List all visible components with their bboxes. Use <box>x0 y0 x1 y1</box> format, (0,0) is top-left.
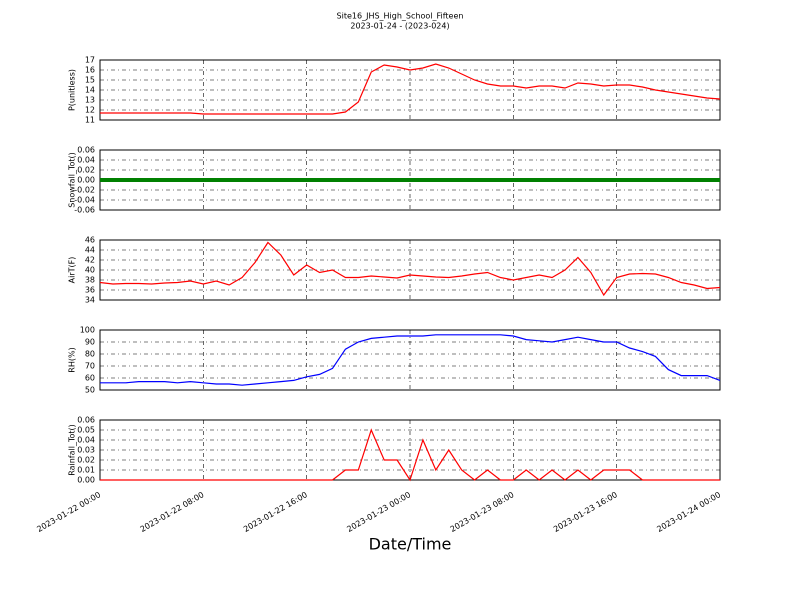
y-tick-label: 38 <box>85 276 95 285</box>
plot-frame <box>99 59 721 121</box>
y-tick-label: 15 <box>85 76 95 85</box>
data-line <box>99 241 721 297</box>
y-axis-label: AirT(F) <box>68 257 77 284</box>
data-line <box>100 63 721 115</box>
data-line <box>100 428 720 482</box>
x-tick-label: 2023-01-22 00:00 <box>35 490 102 534</box>
y-tick-label: 44 <box>85 246 95 255</box>
y-tick-label: 0.00 <box>77 476 95 485</box>
y-tick-label: 12 <box>85 106 95 115</box>
y-tick-label: -0.02 <box>74 186 95 195</box>
chart-title: Site16_JHS_High_School_Fifteen <box>337 12 464 21</box>
x-tick-label: 2023-01-23 00:00 <box>345 490 412 534</box>
x-axis-label: Date/Time <box>369 535 452 554</box>
x-tick-label: 2023-01-23 08:00 <box>449 490 516 534</box>
y-axis-label: Rainfall_Tot() <box>68 424 77 476</box>
y-tick-label: 13 <box>85 96 95 105</box>
y-tick-label: 0.06 <box>77 146 95 155</box>
y-tick-label: 46 <box>85 236 95 245</box>
y-axis-label: RH(%) <box>68 347 77 372</box>
y-tick-label: 90 <box>85 338 95 347</box>
y-tick-label: 17 <box>85 56 95 65</box>
y-tick-label: 40 <box>85 266 95 275</box>
y-tick-label: -0.04 <box>74 196 95 205</box>
y-axis-label: Snowfall_Tot() <box>68 152 77 208</box>
y-tick-label: 42 <box>85 256 95 265</box>
plot-frame <box>99 329 721 391</box>
y-tick-label: 11 <box>85 116 95 125</box>
data-line <box>100 334 721 386</box>
x-tick-label: 2023-01-22 08:00 <box>139 490 206 534</box>
y-tick-label: 16 <box>85 66 95 75</box>
y-tick-label: 70 <box>85 362 95 371</box>
y-tick-label: 60 <box>85 374 95 383</box>
y-tick-label: 0.01 <box>77 466 95 475</box>
y-tick-label: 36 <box>85 286 95 295</box>
x-tick-label: 2023-01-24 00:00 <box>655 490 722 534</box>
y-tick-label: 0.05 <box>77 426 95 435</box>
y-tick-label: -0.06 <box>74 206 95 215</box>
x-tick-label: 2023-01-23 16:00 <box>552 490 619 534</box>
y-tick-label: 50 <box>85 386 95 395</box>
x-tick-label: 2023-01-22 16:00 <box>242 490 309 534</box>
y-tick-label: 0.02 <box>77 456 95 465</box>
y-tick-label: 34 <box>85 296 95 305</box>
y-axis-label: P(unitless) <box>68 69 77 111</box>
y-tick-label: 80 <box>85 350 95 359</box>
y-tick-label: 0.03 <box>77 446 95 455</box>
y-tick-label: 0.02 <box>77 166 95 175</box>
y-tick-label: 0.06 <box>77 416 95 425</box>
y-tick-label: 0.04 <box>77 436 95 445</box>
y-tick-label: 0.04 <box>77 156 95 165</box>
chart-subtitle: 2023-01-24 - (2023-024) <box>350 22 449 31</box>
plot-frame <box>99 239 721 301</box>
y-tick-label: 100 <box>80 326 95 335</box>
y-tick-label: 14 <box>85 86 95 95</box>
y-tick-label: 0.00 <box>77 176 95 185</box>
